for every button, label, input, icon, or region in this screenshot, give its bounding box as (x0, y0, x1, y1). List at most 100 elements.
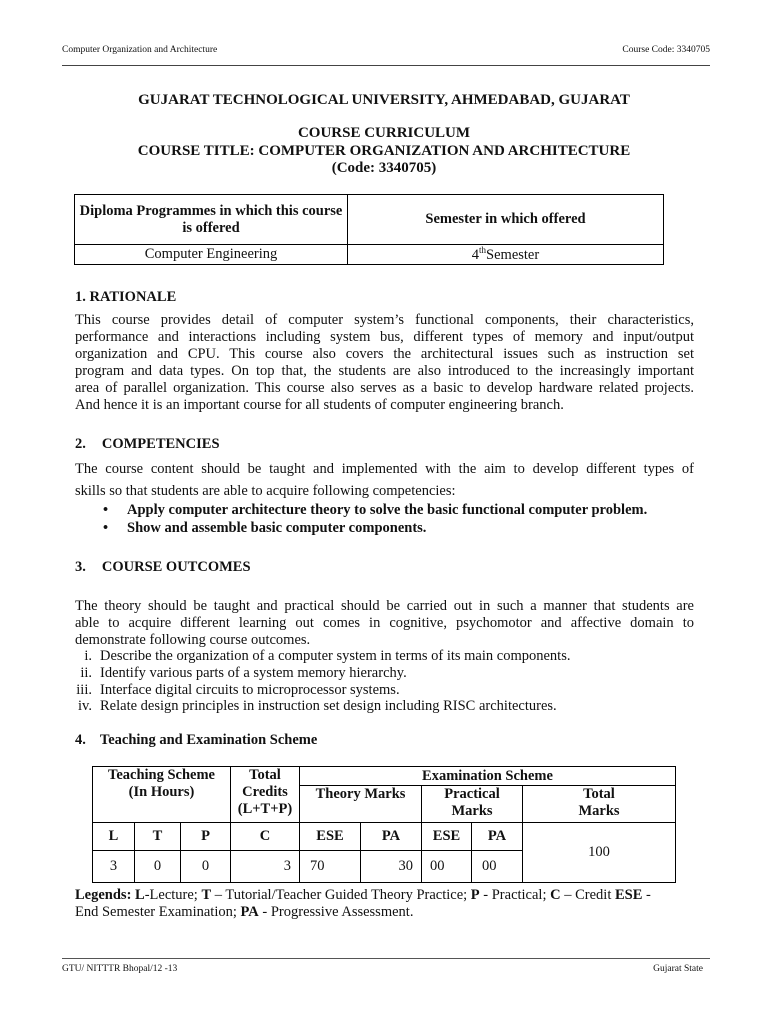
footer-right: Gujarat State (653, 964, 703, 974)
header-line: Credits (242, 784, 288, 800)
legend-text: – Credit (560, 887, 615, 903)
value-c: 3 (230, 850, 300, 883)
scheme-heading: 4. Teaching and Examination Scheme (75, 732, 317, 749)
legend-text: - Practical; (479, 887, 551, 903)
legends-line-2: End Semester Examination; PA - Progressi… (75, 904, 700, 921)
legend-key: L (135, 887, 145, 903)
header-right: Course Code: 3340705 (622, 45, 710, 55)
legend-key: T (201, 887, 212, 903)
total-marks-value: 100 (522, 822, 676, 883)
value-t: 0 (134, 850, 181, 883)
competencies-line: The course content should be taught and … (75, 461, 694, 477)
col-p: P (180, 822, 231, 851)
header-left: Computer Organization and Architecture (62, 45, 218, 55)
offer-table: Diploma Programmes in which this course … (74, 194, 664, 265)
legend-key: ESE (614, 887, 643, 903)
competency-item: Show and assemble basic computer compone… (103, 519, 647, 537)
outcome-item: iv. Relate design principles in instructi… (64, 698, 570, 715)
legend-key: C (550, 887, 561, 903)
exam-scheme-header: Examination Scheme (299, 766, 676, 786)
section-title: COMPETENCIES (101, 436, 220, 452)
rationale-line: program and data types. On top that, the… (75, 363, 694, 379)
col-practical-pa: PA (471, 822, 523, 851)
rationale-line: performance and interactions including s… (75, 329, 694, 345)
outcome-item: ii. Identify various parts of a system me… (64, 665, 570, 682)
legend-text: - (642, 887, 651, 903)
header-line: Marks (578, 803, 620, 819)
header-line: Total (583, 786, 615, 802)
header-line: (L+T+P) (237, 801, 293, 817)
value-theory-pa: 30 (360, 850, 422, 883)
header-line: Total (249, 767, 281, 783)
scheme-table: Teaching Scheme (In Hours) Total Credits (L… (92, 766, 676, 883)
header-rule (62, 65, 710, 66)
header-line: Teaching Scheme (107, 767, 215, 783)
teaching-scheme-header: Teaching Scheme (In Hours) (92, 766, 231, 823)
header-line: Marks (451, 803, 493, 819)
rationale-line: This course provides detail of computer … (75, 312, 694, 328)
footer-left: GTU/ NITTTR Bhopal/12 -13 (62, 964, 178, 974)
offer-programme: Computer Engineering (74, 244, 348, 265)
outcomes-line: able to acquire different learning out c… (75, 615, 694, 631)
section-title: Teaching and Examination Scheme (99, 732, 318, 748)
outcomes-line: The theory should be taught and practica… (75, 598, 694, 614)
outcome-number: iv. (78, 698, 92, 715)
outcome-item: i. Describe the organization of a compute… (64, 648, 570, 665)
competencies-line: skills so that students are able to acqu… (75, 483, 456, 499)
semester-word: Semester (486, 246, 540, 263)
university-title: GUJARAT TECHNOLOGICAL UNIVERSITY, AHMEDA… (138, 92, 630, 108)
competency-item: Apply computer architecture theory to so… (103, 501, 647, 519)
semester-number: 4 (471, 246, 480, 263)
col-l: L (92, 822, 135, 851)
value-practical-ese: 00 (421, 850, 472, 883)
col-theory-pa: PA (360, 822, 422, 851)
section-number: 2. (75, 436, 86, 452)
rationale-paragraph: This course provides detail of computer … (75, 312, 694, 414)
offer-semester: 4thSemester (347, 244, 664, 265)
value-l: 3 (92, 850, 135, 883)
competencies-paragraph: The course content should be taught and … (75, 458, 694, 502)
legends-label: Legends: (75, 887, 132, 903)
practical-marks-header: Practical Marks (421, 785, 523, 823)
header-line: (In Hours) (128, 784, 195, 800)
legend-text: – Tutorial/Teacher Guided Theory Practic… (211, 887, 471, 903)
offer-header-programmes: Diploma Programmes in which this course … (74, 194, 348, 245)
legend-text: End Semester Examination; (75, 904, 241, 920)
course-code: (Code: 3340705) (331, 160, 437, 176)
header-line: Practical (444, 786, 500, 802)
value-theory-ese: 70 (299, 850, 361, 883)
course-title: COURSE TITLE: COMPUTER ORGANIZATION AND … (137, 143, 631, 159)
outcome-text: Relate design principles in instruction … (100, 698, 557, 715)
section-number: 3. (75, 559, 86, 575)
outcome-text: Identify various parts of a system memor… (100, 664, 407, 681)
col-practical-ese: ESE (421, 822, 472, 851)
outcome-number: iii. (76, 681, 92, 698)
legend-key: PA (240, 904, 259, 920)
credits-header: Total Credits (L+T+P) (230, 766, 300, 823)
legend-text: -Lecture; (144, 887, 202, 903)
outcomes-line: demonstrate following course outcomes. (75, 632, 311, 648)
rationale-line: organization and CPU. This course also c… (75, 346, 694, 362)
col-c: C (230, 822, 300, 851)
outcomes-heading: 3. COURSE OUTCOMES (75, 559, 251, 576)
value-p: 0 (180, 850, 231, 883)
total-marks-header: Total Marks (522, 785, 676, 823)
semester-suffix: th (479, 245, 487, 256)
value-practical-pa: 00 (471, 850, 523, 883)
outcome-text: Describe the organization of a computer … (100, 648, 571, 664)
outcomes-list: i. Describe the organization of a compute… (64, 648, 570, 715)
legend-text: - Progressive Assessment. (258, 904, 414, 920)
legends: Legends: L-Lecture; T – Tutorial/Teacher… (75, 887, 700, 921)
curriculum-title: COURSE CURRICULUM (297, 125, 471, 141)
competencies-heading: 2. COMPETENCIES (75, 436, 220, 453)
rationale-heading: 1. RATIONALE (75, 289, 177, 305)
footer-rule (62, 958, 710, 959)
section-number: 4. (75, 732, 86, 748)
col-t: T (134, 822, 181, 851)
competencies-list: Apply computer architecture theory to so… (103, 501, 647, 537)
outcomes-paragraph: The theory should be taught and practica… (75, 598, 694, 649)
legend-key: P (470, 887, 480, 903)
outcome-item: iii. Interface digital circuits to microp… (64, 682, 570, 699)
col-theory-ese: ESE (299, 822, 361, 851)
section-title: COURSE OUTCOMES (101, 559, 251, 575)
